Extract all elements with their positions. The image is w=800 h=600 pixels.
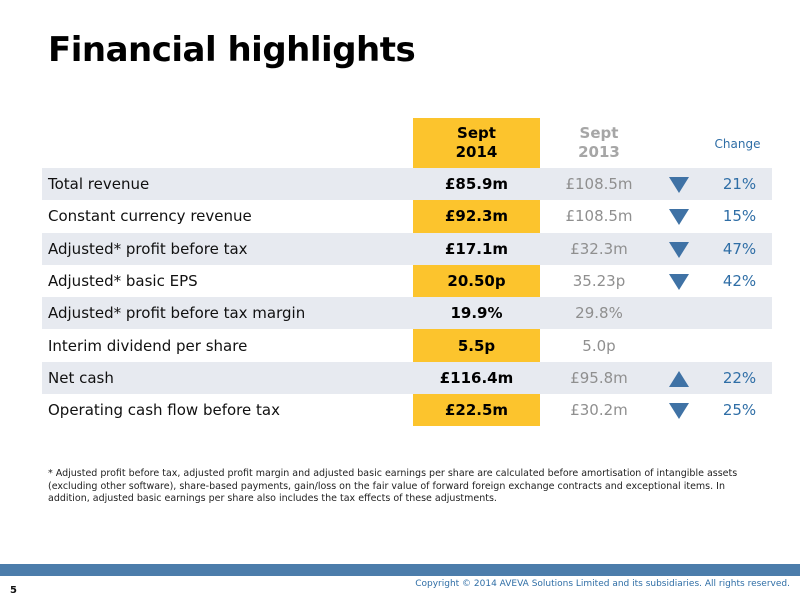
row-label: Adjusted* profit before tax margin xyxy=(48,304,306,323)
row-current-value: £17.1m xyxy=(444,239,509,258)
header-change: Change xyxy=(714,137,761,151)
row-change-value: 42% xyxy=(722,271,757,290)
table-row: Operating cash flow before tax £22.5m £30.… xyxy=(42,394,772,426)
row-label: Adjusted* profit before tax xyxy=(48,239,248,258)
row-change-value: 25% xyxy=(722,401,757,420)
row-previous-value: £95.8m xyxy=(570,368,628,387)
footer-bar xyxy=(0,564,800,576)
arrow-down-icon xyxy=(669,273,689,290)
table-row: Adjusted* profit before tax margin 19.9% 2… xyxy=(42,297,772,330)
arrow-up-icon xyxy=(669,370,689,387)
table-row: Adjusted* profit before tax £17.1m £32.3m 4… xyxy=(42,232,772,265)
arrow-down-icon xyxy=(669,209,689,226)
row-label: Net cash xyxy=(48,368,114,387)
table-row: Total revenue £85.9m £108.5m 21% xyxy=(42,168,772,200)
table-row: Interim dividend per share 5.5p 5.0p xyxy=(42,330,772,362)
page-number: 5 xyxy=(10,585,17,596)
header-previous-month: Sept xyxy=(579,124,619,142)
arrow-down-icon xyxy=(669,241,689,258)
copyright-notice: Copyright © 2014 AVEVA Solutions Limited… xyxy=(415,579,790,589)
slide-title: Financial highlights xyxy=(48,30,416,70)
row-label: Constant currency revenue xyxy=(48,207,252,226)
table-row: Constant currency revenue £92.3m £108.5m 15… xyxy=(42,200,772,232)
row-current-value: £92.3m xyxy=(444,207,509,226)
row-previous-value: £30.2m xyxy=(570,401,628,420)
row-change-value xyxy=(692,297,787,329)
row-change-value xyxy=(692,330,787,362)
arrow-down-icon xyxy=(669,403,689,420)
row-current-value: 19.9% xyxy=(450,304,503,323)
row-label: Adjusted* basic EPS xyxy=(48,271,198,290)
arrow-down-icon xyxy=(669,177,689,193)
row-change-value: 22% xyxy=(722,368,757,387)
row-previous-value: £108.5m xyxy=(565,175,633,193)
row-previous-value: £108.5m xyxy=(565,207,633,226)
row-change-value: 21% xyxy=(722,175,757,193)
table-row: Net cash £116.4m £95.8m 22% xyxy=(42,361,772,394)
header-current-month: Sept xyxy=(457,124,496,142)
header-previous-yr: 2013 xyxy=(578,143,620,161)
header-current-year: Sept 2014 xyxy=(413,124,540,162)
row-current-value: £116.4m xyxy=(439,368,514,387)
row-previous-value: 35.23p xyxy=(572,271,626,290)
row-change-value: 15% xyxy=(722,207,757,226)
row-previous-value: 5.0p xyxy=(582,336,616,355)
row-label: Operating cash flow before tax xyxy=(48,401,280,420)
row-current-value: 5.5p xyxy=(457,336,496,355)
header-current-yr: 2014 xyxy=(455,143,498,161)
table-row: Adjusted* basic EPS 20.50p 35.23p 42% xyxy=(42,265,772,297)
row-previous-value: 29.8% xyxy=(575,304,623,323)
row-current-value: £22.5m xyxy=(444,401,509,420)
row-current-value: 20.50p xyxy=(447,271,506,290)
header-previous-year: Sept 2013 xyxy=(540,124,658,162)
row-previous-value: £32.3m xyxy=(570,239,628,258)
row-current-value: £85.9m xyxy=(444,175,509,193)
row-label: Total revenue xyxy=(48,175,150,193)
row-change-value: 47% xyxy=(722,239,757,258)
row-label: Interim dividend per share xyxy=(48,336,248,355)
footnote: * Adjusted profit before tax, adjusted p… xyxy=(48,468,738,504)
